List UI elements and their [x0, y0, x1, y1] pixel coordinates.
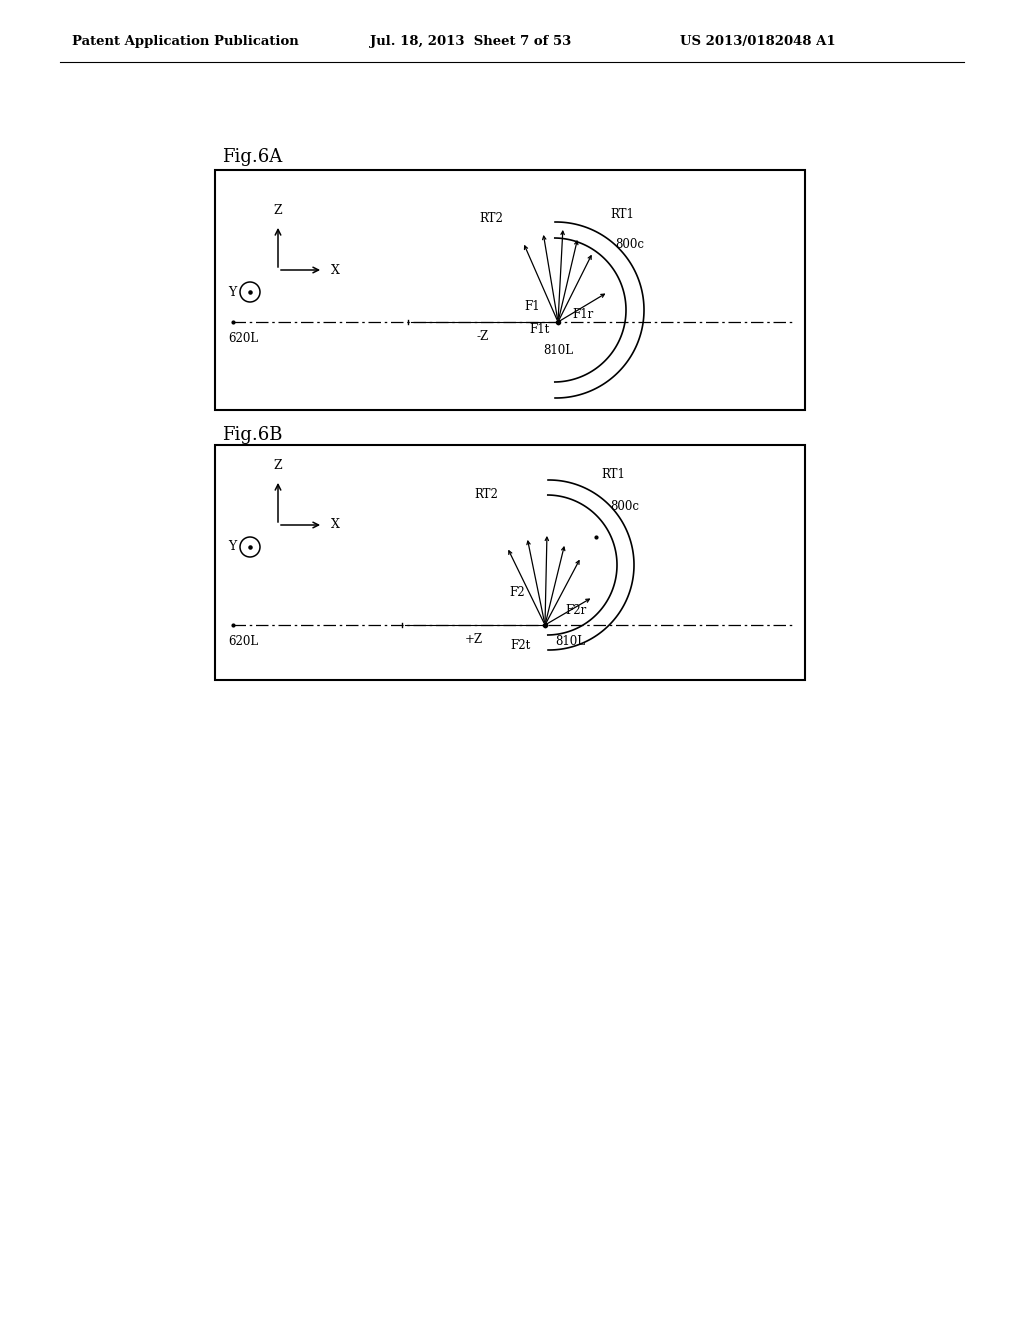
Text: RT1: RT1 [610, 209, 634, 222]
Text: 620L: 620L [228, 333, 258, 345]
Text: 800c: 800c [610, 500, 639, 513]
Text: 810L: 810L [555, 635, 585, 648]
Text: X: X [331, 519, 340, 532]
Text: +Z: +Z [465, 634, 482, 645]
Text: US 2013/0182048 A1: US 2013/0182048 A1 [680, 36, 836, 49]
Bar [215, 170, 805, 411]
Text: RT2: RT2 [479, 211, 503, 224]
Text: Y: Y [227, 540, 236, 553]
Text: Patent Application Publication: Patent Application Publication [72, 36, 299, 49]
Text: F2t: F2t [511, 639, 531, 652]
Text: RT2: RT2 [474, 488, 498, 502]
Text: F1: F1 [524, 301, 540, 314]
Text: 800c: 800c [615, 239, 644, 252]
Text: F1r: F1r [572, 308, 593, 321]
Text: Fig.6A: Fig.6A [222, 148, 283, 166]
Text: 620L: 620L [228, 635, 258, 648]
Text: F1t: F1t [529, 323, 550, 337]
Text: X: X [331, 264, 340, 276]
Text: RT1: RT1 [601, 469, 625, 482]
Text: F2r: F2r [565, 603, 587, 616]
Text: Fig.6B: Fig.6B [222, 426, 283, 444]
Text: F2: F2 [509, 586, 525, 599]
Text: Y: Y [227, 285, 236, 298]
Text: Z: Z [273, 459, 283, 473]
Text: Jul. 18, 2013  Sheet 7 of 53: Jul. 18, 2013 Sheet 7 of 53 [370, 36, 571, 49]
Text: -Z: -Z [477, 330, 489, 343]
Text: Z: Z [273, 205, 283, 216]
Bar [215, 445, 805, 680]
Text: 810L: 810L [543, 345, 573, 356]
